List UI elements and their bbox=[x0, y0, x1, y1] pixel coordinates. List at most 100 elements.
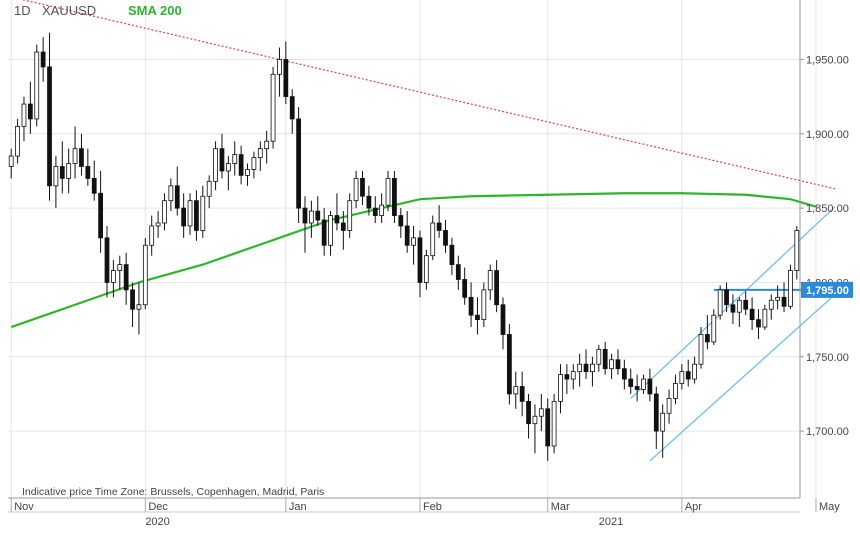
candle bbox=[251, 151, 257, 179]
candle bbox=[53, 156, 59, 209]
candle-body bbox=[743, 299, 749, 310]
candle-body bbox=[487, 270, 493, 291]
candle bbox=[385, 170, 391, 212]
candle bbox=[596, 344, 602, 372]
candle bbox=[481, 282, 487, 328]
candle-body bbox=[781, 296, 787, 307]
candle-body bbox=[417, 237, 423, 283]
candle-body bbox=[692, 363, 697, 380]
candle-body bbox=[621, 368, 627, 380]
candle bbox=[289, 89, 295, 134]
candle bbox=[347, 193, 353, 238]
timeframe-label[interactable]: 1D bbox=[14, 3, 31, 18]
candle-body bbox=[768, 299, 774, 310]
candle bbox=[366, 185, 372, 216]
x-month-label: Nov bbox=[14, 501, 34, 513]
candle bbox=[781, 282, 787, 313]
candle bbox=[104, 225, 110, 298]
candle-body bbox=[385, 177, 391, 206]
candle-body bbox=[194, 200, 199, 231]
channel-lower-line bbox=[649, 293, 836, 462]
candle bbox=[372, 196, 378, 223]
candle-body bbox=[168, 185, 174, 202]
candle-body bbox=[206, 180, 212, 197]
candle-body bbox=[225, 163, 231, 172]
candle bbox=[545, 398, 551, 461]
candle-body bbox=[526, 400, 531, 425]
candle-body bbox=[283, 59, 289, 98]
candle bbox=[136, 282, 142, 335]
candle bbox=[724, 282, 729, 313]
candle-body bbox=[430, 222, 436, 257]
candle bbox=[743, 291, 749, 316]
candle bbox=[219, 133, 225, 179]
candle bbox=[628, 368, 634, 394]
candle-body bbox=[347, 200, 353, 231]
candle-body bbox=[679, 371, 685, 384]
candle-body bbox=[219, 148, 225, 172]
candle-body bbox=[443, 230, 448, 246]
candle-body bbox=[500, 304, 506, 335]
candle-body bbox=[647, 378, 653, 395]
x-month-label: Feb bbox=[423, 501, 442, 513]
candle-body bbox=[717, 289, 723, 316]
candle-body bbox=[174, 185, 180, 209]
candle-body bbox=[749, 308, 755, 321]
symbol-label[interactable]: XAUUSD bbox=[42, 3, 97, 18]
sma-indicator-label[interactable]: SMA 200 bbox=[128, 3, 182, 18]
candle bbox=[487, 264, 493, 301]
candle-body bbox=[462, 279, 468, 298]
x-year-label: 2021 bbox=[599, 516, 623, 528]
candle bbox=[334, 193, 340, 231]
candle bbox=[475, 297, 480, 335]
candle bbox=[213, 141, 218, 191]
candle-body bbox=[513, 386, 519, 395]
candle bbox=[621, 359, 627, 390]
y-tick-label: 1,900.00 bbox=[806, 129, 849, 141]
candle bbox=[309, 200, 314, 238]
candle-body bbox=[123, 264, 129, 291]
x-year-label: 2020 bbox=[145, 516, 169, 528]
candle bbox=[736, 297, 742, 328]
candle-body bbox=[481, 289, 487, 321]
candle-body bbox=[245, 169, 250, 176]
candle bbox=[615, 349, 621, 375]
candle bbox=[111, 260, 116, 298]
candle-body bbox=[149, 225, 155, 246]
candle bbox=[449, 237, 455, 276]
candle-body bbox=[309, 210, 314, 224]
candle-body bbox=[257, 148, 263, 158]
candle bbox=[698, 327, 704, 369]
candle-body bbox=[72, 148, 78, 164]
candle bbox=[257, 141, 263, 171]
candle bbox=[15, 118, 20, 164]
candle-body bbox=[564, 374, 570, 380]
candle bbox=[570, 364, 576, 390]
candle bbox=[59, 141, 65, 194]
candle-body bbox=[111, 270, 116, 283]
candle bbox=[91, 160, 97, 201]
candle-body bbox=[340, 222, 346, 231]
candle-body bbox=[136, 304, 142, 310]
candle-body bbox=[353, 177, 359, 202]
candle bbox=[417, 230, 423, 298]
sma-200-line bbox=[10, 192, 817, 329]
candle bbox=[730, 294, 736, 325]
candle bbox=[705, 315, 710, 350]
candle bbox=[264, 130, 270, 164]
candle bbox=[768, 294, 774, 320]
candle bbox=[340, 211, 346, 250]
candle bbox=[717, 285, 723, 320]
candle bbox=[590, 356, 595, 387]
candle bbox=[692, 356, 697, 384]
candle-body bbox=[641, 378, 646, 390]
candle-body bbox=[59, 166, 65, 179]
candle bbox=[315, 196, 321, 226]
candle bbox=[34, 44, 40, 127]
candle bbox=[270, 66, 276, 149]
candle bbox=[187, 193, 193, 235]
candle bbox=[558, 364, 563, 414]
candle bbox=[609, 353, 614, 380]
candle bbox=[641, 374, 646, 394]
